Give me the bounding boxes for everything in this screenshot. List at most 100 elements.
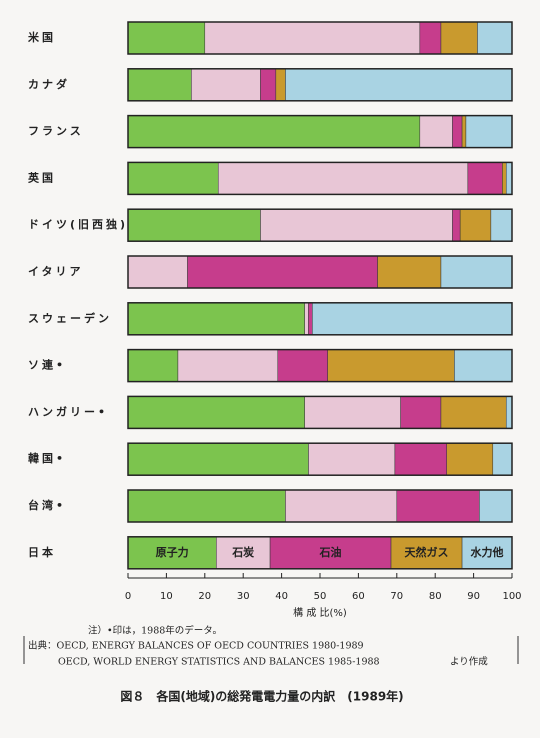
bar-segment [277, 349, 328, 382]
bar-segment [467, 162, 503, 195]
x-tick-label: 30 [237, 591, 250, 602]
x-tick-label: 20 [198, 591, 211, 602]
legend-label: 水力他 [471, 545, 504, 559]
legend-label: 天然ガス [405, 545, 449, 559]
bar-segment [327, 349, 455, 382]
bracket [23, 636, 519, 664]
bar-segment [204, 21, 421, 55]
bar-segment [459, 208, 492, 242]
x-tick-label: 10 [160, 591, 173, 602]
category-label: スウェーデン [28, 311, 112, 325]
category-label: 米国 [27, 30, 56, 44]
bar-segment [419, 115, 453, 148]
category-label: 日本 [28, 545, 56, 559]
bar-segment [127, 21, 206, 55]
bar-segment [191, 68, 261, 102]
bar-outline [127, 21, 513, 55]
bar-segment [394, 442, 447, 476]
category-label: ハンガリー• [28, 404, 108, 418]
category-label: カナダ [28, 77, 70, 91]
bar-segment [127, 302, 305, 336]
bar-segment [502, 162, 507, 195]
bar-segment [308, 442, 396, 476]
bar-segment [465, 115, 513, 148]
bar-segment [127, 115, 421, 148]
x-tick-label: 70 [390, 591, 403, 602]
bar-outline [127, 255, 513, 289]
bar-segment [187, 255, 378, 289]
bar-segment [260, 208, 453, 242]
bar-outline [127, 114, 513, 149]
bar-segment [477, 21, 513, 55]
bar-segment [400, 396, 442, 429]
bar-segment [275, 68, 286, 102]
x-tick-label: 0 [125, 591, 131, 602]
bar-segment [127, 536, 217, 570]
category-label: 韓国• [28, 451, 66, 465]
bar-segment [490, 208, 513, 242]
bar-outline [127, 302, 513, 336]
bar-segment [127, 162, 219, 195]
category-label: 台湾• [28, 498, 66, 512]
bar-segment [505, 162, 513, 195]
x-tick-label: 90 [467, 591, 480, 602]
x-tick-label: 40 [275, 591, 288, 602]
x-tick-label: 100 [502, 591, 521, 602]
x-tick-label: 60 [352, 591, 365, 602]
bar-segment [479, 489, 513, 523]
bar-segment [260, 68, 277, 102]
bar-segment [396, 489, 480, 523]
bar-segment [304, 396, 401, 429]
bar-segment [304, 302, 309, 336]
bar-segment [440, 396, 507, 429]
chart-title: 図８ 各国(地域)の総発電電力量の内訳 (1989年) [120, 689, 403, 704]
category-label: 英国 [27, 170, 56, 184]
bar-outline [127, 348, 513, 383]
source-line: より作成 [450, 656, 488, 668]
bar-outline [127, 489, 513, 523]
bar-segment [377, 255, 442, 289]
category-label: イタリア [28, 265, 84, 278]
bar-segment [127, 489, 286, 523]
bar-segment [285, 489, 398, 523]
x-tick-label: 50 [314, 591, 327, 602]
category-label: フランス [28, 125, 84, 138]
legend-label: 原子力 [156, 545, 189, 559]
source-line: 出典：OECD, ENERGY BALANCES OF OECD COUNTRI… [28, 640, 364, 652]
bar-segment [217, 162, 469, 195]
bar-outline [127, 208, 513, 242]
bar-segment [452, 115, 463, 148]
bar-segment [127, 442, 309, 476]
bar-segment [446, 442, 494, 476]
legend-label: 石油 [319, 545, 342, 559]
bar-segment [440, 255, 513, 289]
category-label: ソ連• [28, 358, 66, 372]
bar-segment [505, 396, 513, 429]
bar-segment [127, 255, 188, 289]
bar-segment [177, 349, 279, 382]
bar-segment [461, 115, 467, 148]
bar-outline [127, 161, 513, 196]
bar-segment [452, 208, 461, 242]
bar-outline [127, 536, 513, 570]
bar-segment [419, 21, 442, 55]
bar-outline [127, 395, 513, 430]
bar-segment [127, 68, 192, 102]
bar-segment [454, 349, 513, 382]
x-axis-label: 構 成 比(%) [293, 606, 347, 619]
bar-segment [440, 21, 478, 55]
bar-outline [127, 442, 513, 476]
bar-segment [127, 349, 179, 382]
bar-segment [308, 302, 313, 336]
legend-label: 石炭 [231, 545, 254, 559]
bar-segment [285, 68, 513, 102]
bar-segment [492, 442, 513, 476]
bar-outline [127, 68, 513, 102]
bar-segment [127, 208, 261, 242]
note: 注）•印は，1988年のデータ。 [88, 625, 222, 637]
bar-segment [127, 396, 305, 429]
bar-segment [312, 302, 513, 336]
x-tick-label: 80 [429, 591, 442, 602]
category-label: ドイツ(旧西独) [28, 217, 128, 231]
